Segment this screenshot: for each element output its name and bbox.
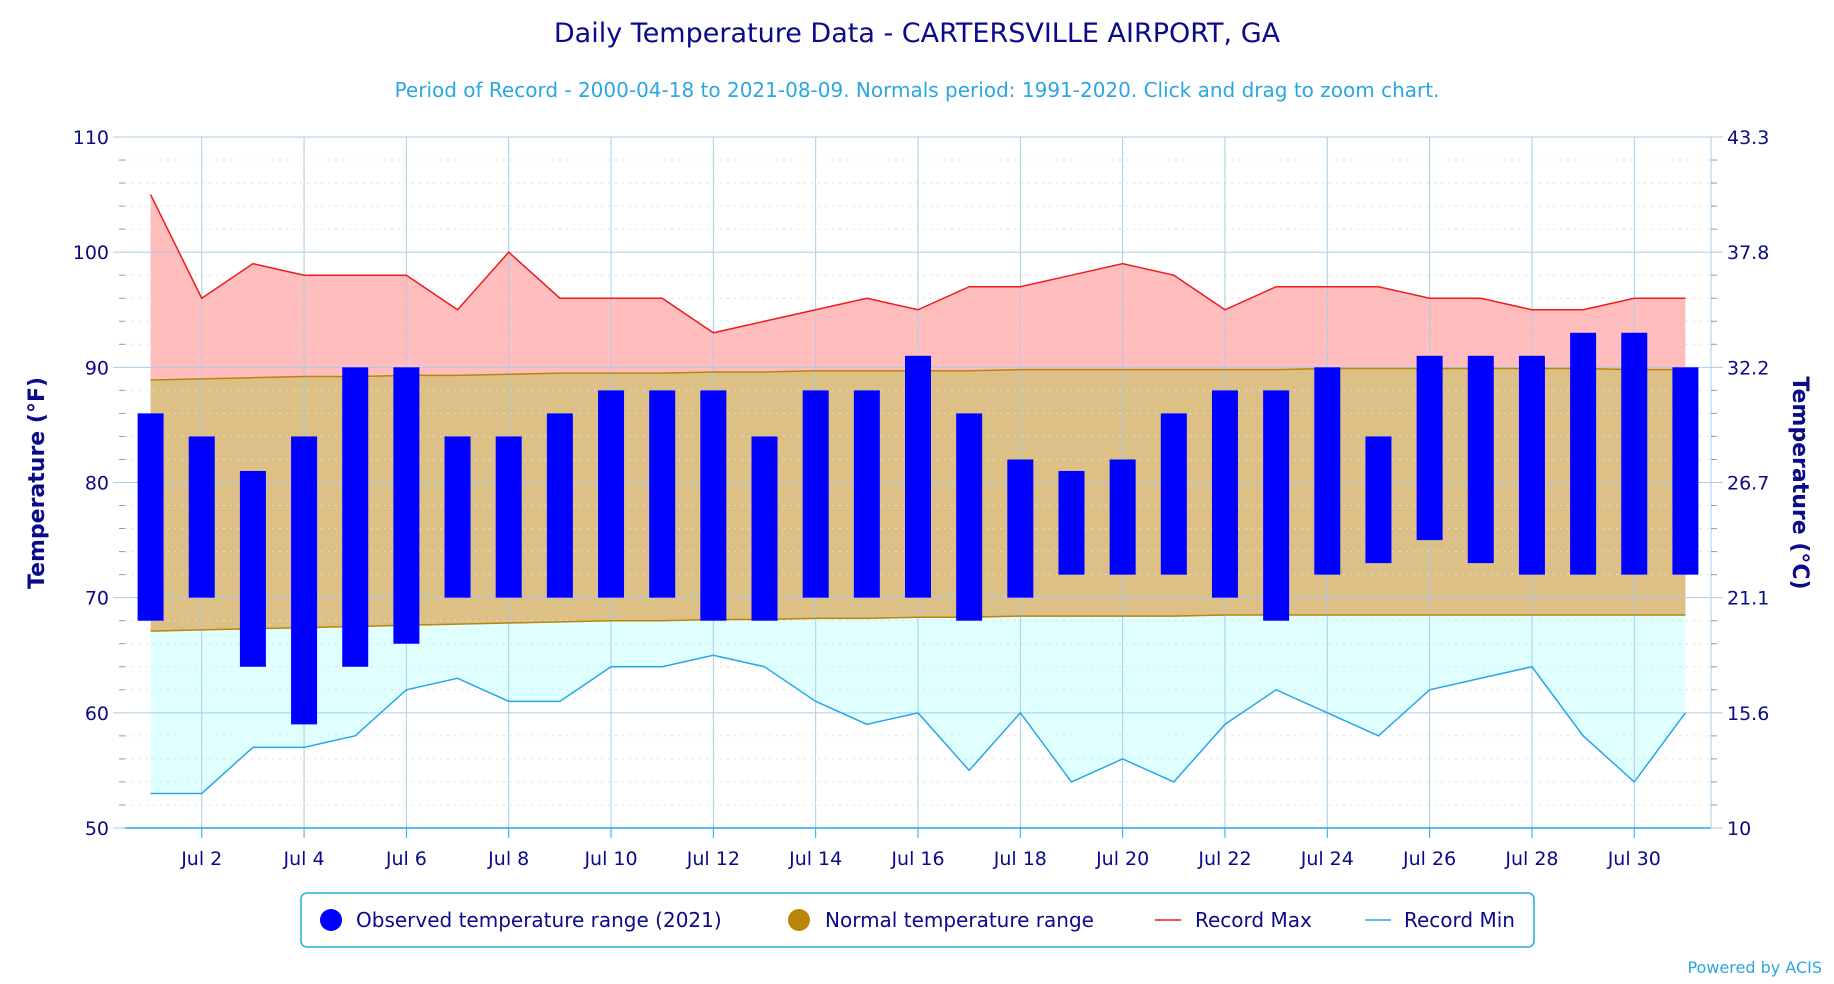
chart-title: Daily Temperature Data - CARTERSVILLE AI… (554, 18, 1281, 49)
observed-range-bar (1314, 367, 1341, 575)
legend-record-max-label[interactable]: Record Max (1195, 908, 1312, 932)
record-min-line (150, 654, 1687, 795)
x-tick-label: Jul 14 (788, 848, 842, 870)
y-tick-label-right: 43.3 (1727, 127, 1769, 149)
observed-range-bar (905, 355, 931, 598)
observed-range-bar (1518, 355, 1545, 575)
y-tick-label-left: 60 (85, 703, 109, 725)
observed-range-bar (956, 413, 983, 621)
y-tick-label-left: 110 (73, 127, 109, 149)
observed-range-bar (444, 436, 471, 598)
x-tick-label: Jul 16 (890, 848, 944, 870)
legend-normal-marker[interactable] (788, 909, 810, 931)
x-tick-label: Jul 4 (283, 848, 325, 870)
legend-record-min-label[interactable]: Record Min (1404, 908, 1515, 932)
y-tick-label-right: 21.1 (1727, 588, 1769, 610)
observed-range-bar (1621, 332, 1648, 575)
legend-box (300, 892, 1535, 948)
y-tick-label-right: 32.2 (1727, 357, 1769, 379)
legend: Observed temperature range (2021) Normal… (300, 892, 1535, 948)
legend-observed-marker[interactable] (320, 909, 342, 931)
observed-range-bar (137, 413, 164, 621)
observed-range-bar (1263, 390, 1290, 621)
observed-range-bar (1211, 390, 1238, 598)
observed-range-bar (1672, 367, 1699, 575)
x-tick-label: Jul 28 (1504, 848, 1558, 870)
observed-range-bar (649, 390, 676, 598)
y-tick-label-right: 37.8 (1727, 242, 1769, 264)
observed-range-bar (188, 436, 215, 598)
y-tick-label-right: 26.7 (1727, 473, 1769, 495)
observed-range-bar (495, 436, 522, 598)
observed-range-bar (546, 413, 573, 598)
y-tick-label-right: 15.6 (1727, 703, 1769, 725)
y-tick-label-left: 50 (85, 818, 109, 840)
y-tick-label-left: 90 (85, 357, 109, 379)
observed-bars (137, 332, 1699, 725)
observed-range-bar (1109, 459, 1136, 575)
observed-range-bar (1416, 355, 1443, 541)
y-tick-label-left: 100 (73, 242, 109, 264)
observed-range-bar (700, 390, 727, 621)
legend-observed-label[interactable]: Observed temperature range (2021) (356, 908, 722, 932)
y-tick-label-right: 10 (1727, 818, 1751, 840)
observed-range-bar (1570, 332, 1597, 575)
x-tick-label: Jul 20 (1095, 848, 1149, 870)
legend-normal-label[interactable]: Normal temperature range (825, 908, 1094, 932)
y-tick-label-left: 70 (85, 588, 109, 610)
observed-range-bar (1007, 459, 1034, 598)
observed-range-bar (239, 470, 266, 667)
observed-range-bar (598, 390, 625, 598)
observed-range-bar (751, 436, 778, 621)
observed-range-bar (1467, 355, 1494, 564)
record-max-line (149, 194, 1686, 334)
observed-range-bar (853, 390, 880, 598)
observed-range-bar (1058, 470, 1085, 575)
observed-range-bar (802, 390, 829, 598)
y-axis-label-right: Temperature (°C) (1787, 376, 1812, 589)
x-tick-label: Jul 6 (385, 848, 427, 870)
x-tick-label: Jul 12 (686, 848, 740, 870)
x-tick-label: Jul 8 (487, 848, 529, 870)
chart-subtitle: Period of Record - 2000-04-18 to 2021-08… (395, 78, 1440, 102)
axes: 50 10 60 15.6 70 21.1 80 26.7 90 32.2 100 37.8 110 43… (73, 127, 1770, 870)
observed-range-bar (1160, 413, 1187, 575)
y-tick-label-left: 80 (85, 473, 109, 495)
x-tick-label: Jul 26 (1402, 848, 1456, 870)
x-tick-label: Jul 30 (1607, 848, 1661, 870)
observed-range-bar (291, 436, 318, 725)
x-tick-label: Jul 24 (1300, 848, 1354, 870)
observed-range-bar (1365, 436, 1392, 564)
x-tick-label: Jul 10 (583, 848, 637, 870)
y-axis-label-left: Temperature (°F) (25, 377, 50, 589)
x-tick-label: Jul 22 (1197, 848, 1251, 870)
observed-range-bar (393, 367, 420, 644)
x-tick-label: Jul 18 (993, 848, 1047, 870)
record-max-area (150, 194, 1686, 381)
credit-link[interactable]: Powered by ACIS (1687, 958, 1822, 977)
x-tick-label: Jul 2 (180, 848, 222, 870)
observed-range-bar (342, 367, 369, 667)
